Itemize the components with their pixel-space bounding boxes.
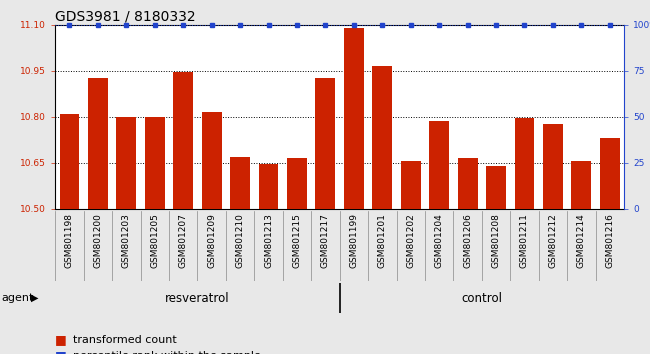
- Bar: [458, 158, 478, 209]
- Bar: [230, 157, 250, 209]
- Text: GSM801214: GSM801214: [577, 213, 586, 268]
- Text: GSM801211: GSM801211: [520, 213, 529, 268]
- Text: ▶: ▶: [31, 293, 39, 303]
- Bar: [88, 79, 108, 209]
- Text: control: control: [462, 292, 502, 305]
- Text: GSM801203: GSM801203: [122, 213, 131, 268]
- Text: GSM801215: GSM801215: [292, 213, 302, 268]
- Text: GSM801213: GSM801213: [264, 213, 273, 268]
- Text: GSM801216: GSM801216: [605, 213, 614, 268]
- Text: percentile rank within the sample: percentile rank within the sample: [73, 351, 261, 354]
- Text: ■: ■: [55, 333, 67, 346]
- Text: GSM801202: GSM801202: [406, 213, 415, 268]
- Bar: [515, 118, 534, 209]
- Text: GDS3981 / 8180332: GDS3981 / 8180332: [55, 10, 196, 24]
- Text: transformed count: transformed count: [73, 335, 177, 345]
- Text: GSM801199: GSM801199: [349, 213, 358, 268]
- Text: GSM801204: GSM801204: [435, 213, 444, 268]
- Bar: [174, 72, 193, 209]
- Text: GSM801205: GSM801205: [150, 213, 159, 268]
- Bar: [202, 112, 222, 209]
- Bar: [600, 138, 619, 209]
- Bar: [259, 164, 278, 209]
- Text: ■: ■: [55, 349, 67, 354]
- Text: GSM801209: GSM801209: [207, 213, 216, 268]
- Bar: [571, 161, 592, 209]
- Bar: [486, 166, 506, 209]
- Text: GSM801200: GSM801200: [94, 213, 103, 268]
- Text: agent: agent: [1, 293, 34, 303]
- Text: GSM801208: GSM801208: [491, 213, 500, 268]
- Text: GSM801206: GSM801206: [463, 213, 472, 268]
- Bar: [315, 79, 335, 209]
- Bar: [401, 161, 421, 209]
- Bar: [287, 158, 307, 209]
- Text: GSM801207: GSM801207: [179, 213, 188, 268]
- Bar: [372, 66, 392, 209]
- Text: GSM801210: GSM801210: [235, 213, 244, 268]
- Bar: [116, 117, 136, 209]
- Bar: [60, 114, 79, 209]
- Text: resveratrol: resveratrol: [165, 292, 229, 305]
- Bar: [344, 28, 364, 209]
- Bar: [543, 125, 563, 209]
- Bar: [145, 117, 164, 209]
- Text: GSM801201: GSM801201: [378, 213, 387, 268]
- Text: GSM801217: GSM801217: [321, 213, 330, 268]
- Text: GSM801198: GSM801198: [65, 213, 74, 268]
- Text: GSM801212: GSM801212: [549, 213, 558, 268]
- Bar: [429, 121, 449, 209]
